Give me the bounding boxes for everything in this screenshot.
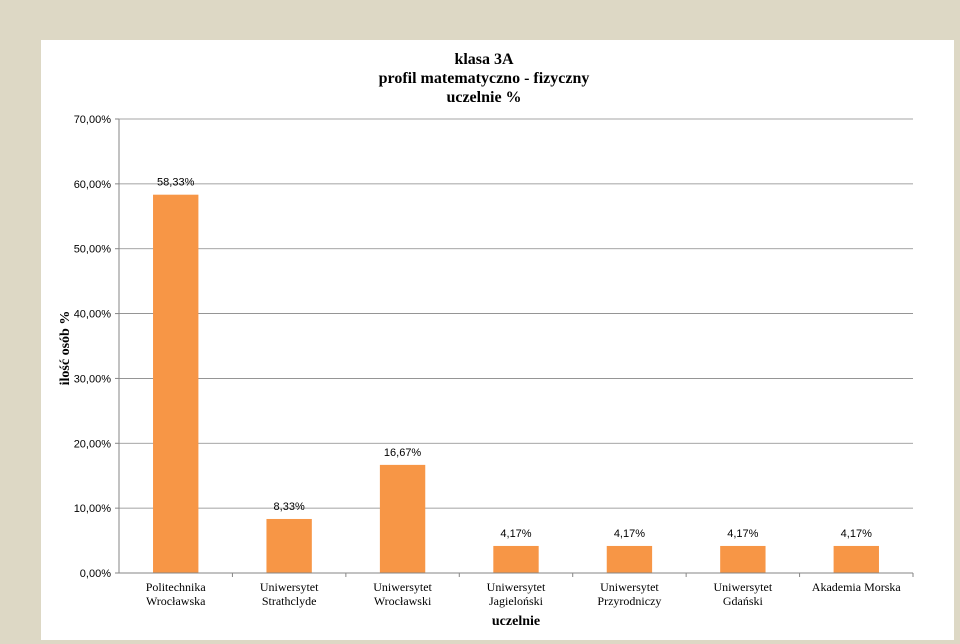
category-label: Wrocławska <box>146 594 206 608</box>
bar <box>266 518 312 573</box>
y-tick-label: 70,00% <box>74 114 112 126</box>
bar <box>493 545 539 573</box>
data-label: 4,17% <box>841 528 872 540</box>
bar <box>153 194 199 573</box>
data-label: 16,67% <box>384 447 422 459</box>
y-axis-ticks: 0,00% 10,00% 20,00% 30,00% 40,00% 50,00% 60,00… <box>74 114 112 580</box>
category-label: Strathclyde <box>262 594 317 608</box>
bar <box>606 545 653 573</box>
y-tick-label: 60,00% <box>74 179 112 191</box>
y-tick-label: 50,00% <box>74 244 112 256</box>
y-tick-label: 0,00% <box>80 568 111 580</box>
category-label: Przyrodniczy <box>597 594 661 608</box>
bar <box>833 545 879 573</box>
y-tick-label: 10,00% <box>74 503 112 515</box>
category-label: Uniwersytet <box>714 580 773 594</box>
category-label: Jagieloński <box>489 594 544 608</box>
bars <box>153 194 879 573</box>
chart-panel: klasa 3A profil matematyczno - fizyczny … <box>41 40 954 640</box>
category-label: Uniwersytet <box>373 580 432 594</box>
category-label: Politechnika <box>146 580 207 594</box>
chart-title-line-2: profil matematyczno - fizyczny <box>379 70 590 87</box>
y-axis-title: ilość osób % <box>58 311 73 386</box>
bar-chart: klasa 3A profil matematyczno - fizyczny … <box>58 51 914 629</box>
y-tick-label: 30,00% <box>74 373 112 385</box>
x-axis-title: uczelnie <box>492 614 540 629</box>
category-label: Uniwersytet <box>600 580 659 594</box>
category-label: Uniwersytet <box>487 580 546 594</box>
data-label: 4,17% <box>727 528 758 540</box>
data-label: 4,17% <box>614 528 645 540</box>
y-tick-label: 40,00% <box>74 309 112 321</box>
category-label: Akademia Morska <box>812 580 902 594</box>
data-labels: 58,33% 8,33% 16,67% 4,17% 4,17% 4,17% 4,17% <box>157 177 872 540</box>
bar <box>379 464 426 573</box>
bar <box>720 545 766 573</box>
chart-title-line-1: klasa 3A <box>454 51 514 68</box>
category-label: Wrocławski <box>374 594 432 608</box>
x-axis-categories: PolitechnikaWrocławskaUniwersytetStrathc… <box>146 580 902 608</box>
gridlines <box>115 118 914 577</box>
chart-title: klasa 3A profil matematyczno - fizyczny … <box>379 51 590 106</box>
chart-title-line-3: uczelnie % <box>446 89 521 106</box>
category-label: Gdański <box>723 594 764 608</box>
data-label: 8,33% <box>274 501 305 513</box>
category-label: Uniwersytet <box>260 580 319 594</box>
data-label: 58,33% <box>157 177 195 189</box>
y-tick-label: 20,00% <box>74 438 112 450</box>
data-label: 4,17% <box>500 528 531 540</box>
